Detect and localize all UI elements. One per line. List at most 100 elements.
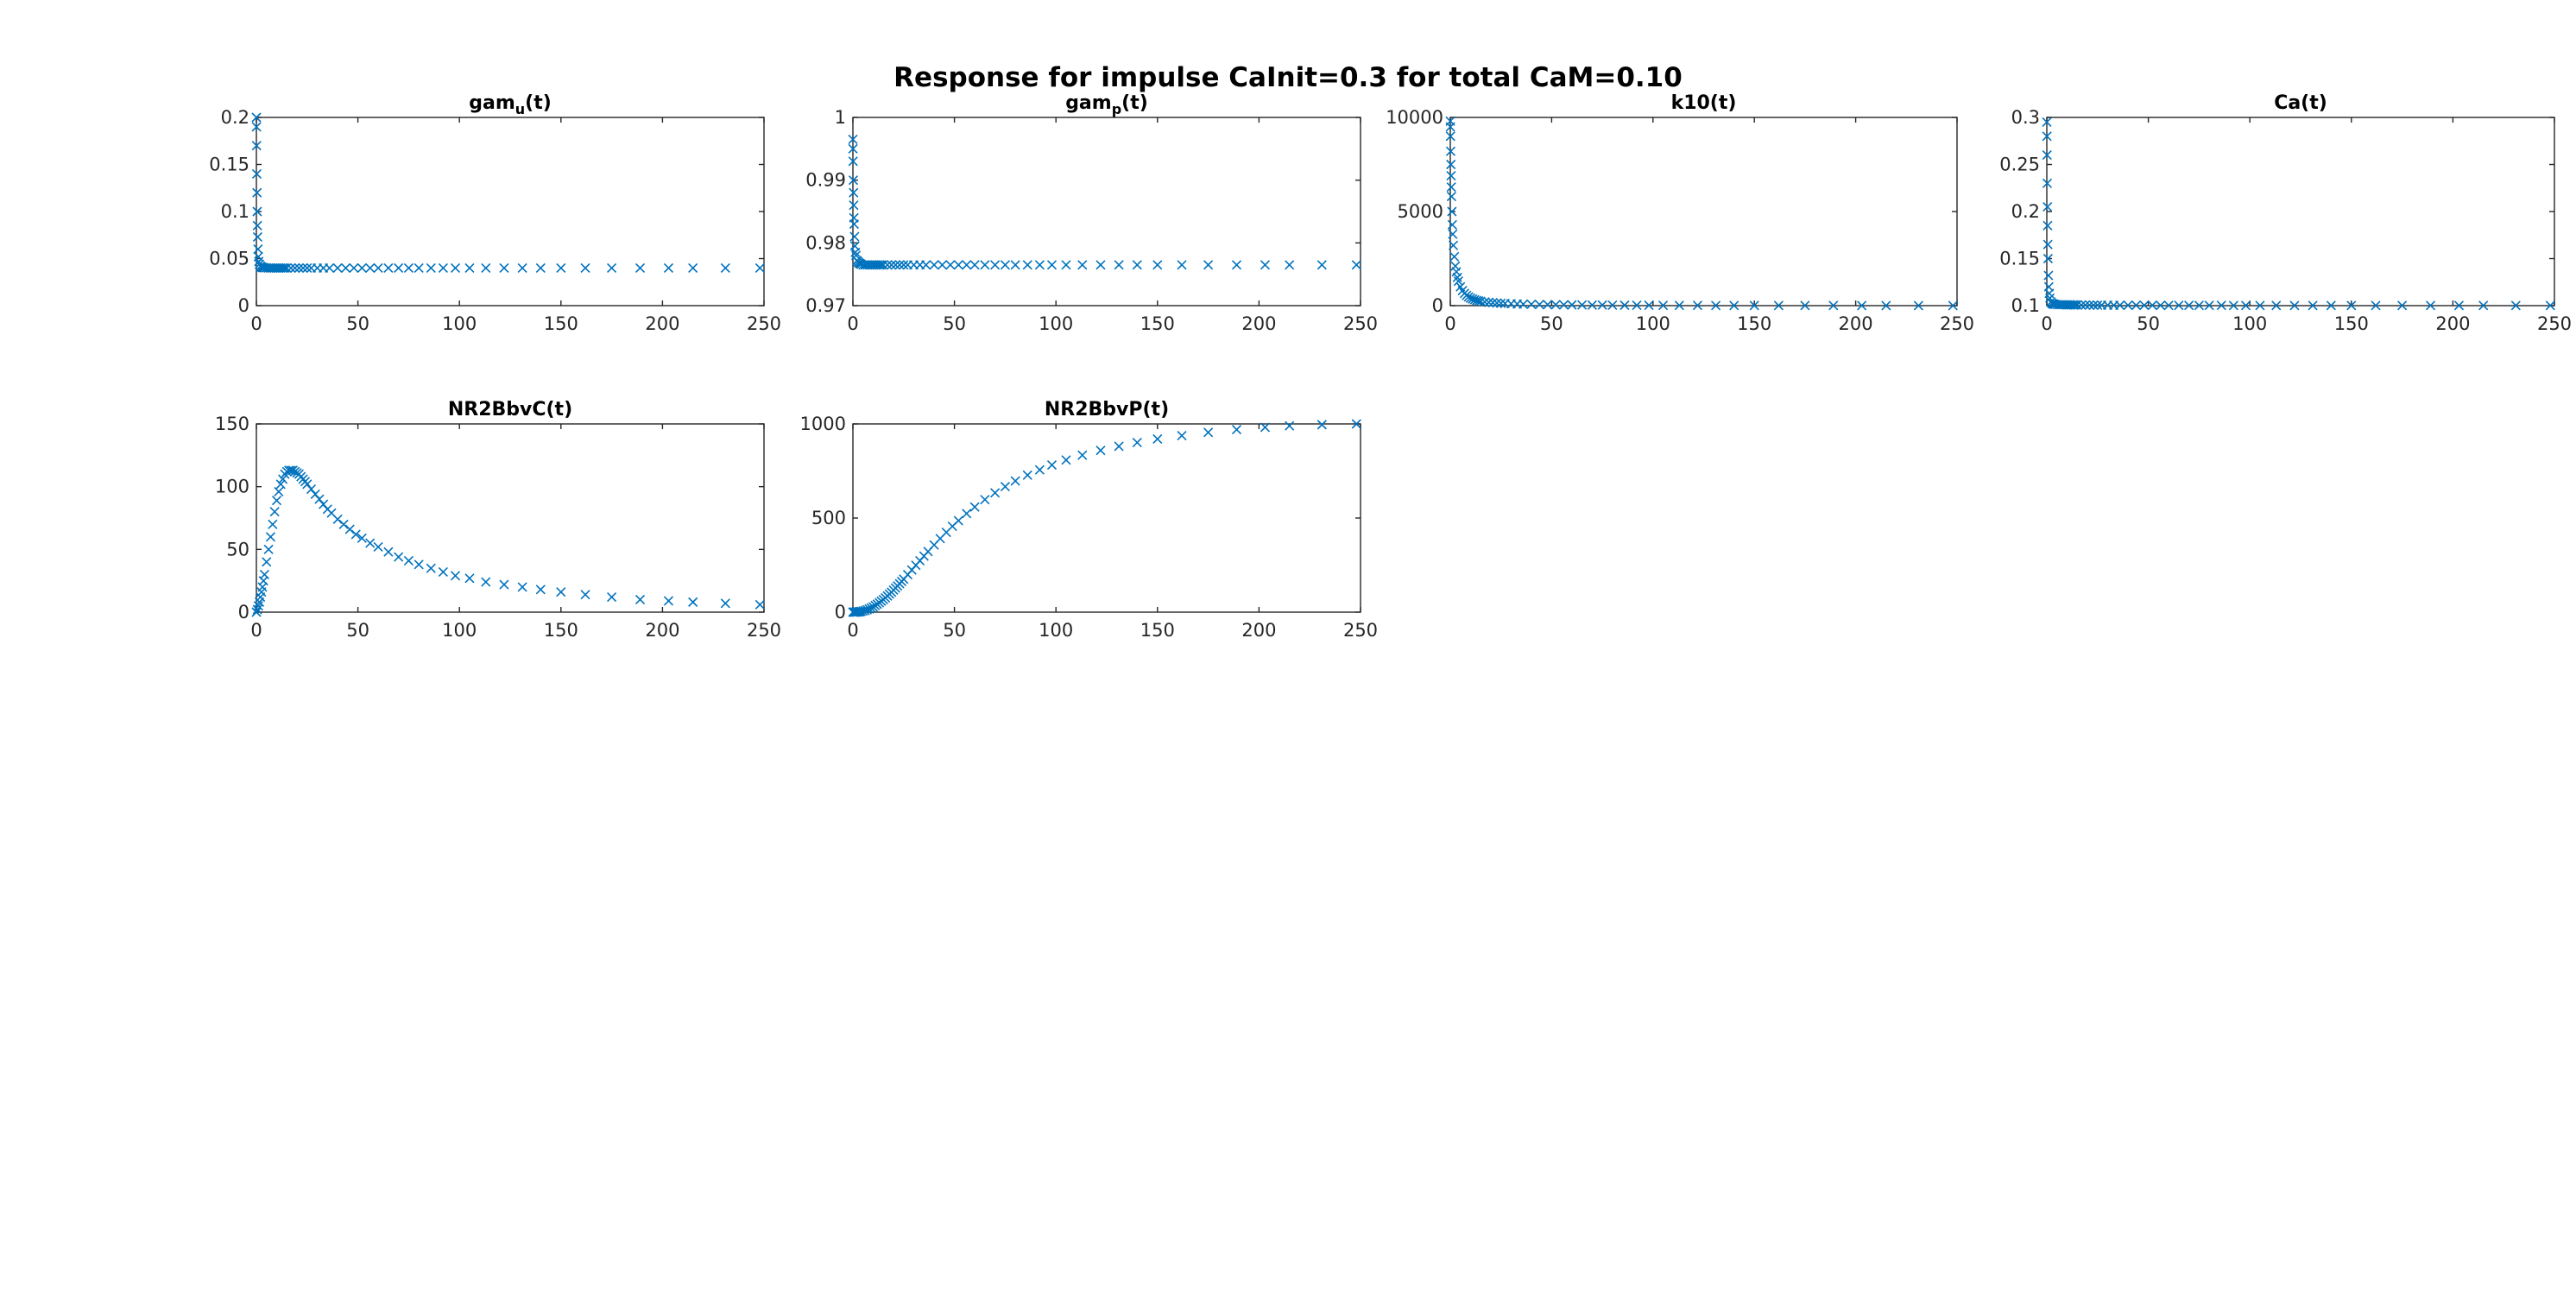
data-point <box>344 524 355 534</box>
data-point <box>1558 300 1569 310</box>
data-point <box>1000 482 1010 492</box>
data-point <box>848 134 858 144</box>
data-point <box>251 607 262 617</box>
data-point <box>1095 446 1106 456</box>
subplot-title: Ca(t) <box>2274 92 2327 114</box>
data-point <box>252 220 262 231</box>
data-point <box>945 260 956 270</box>
data-point <box>962 509 972 519</box>
data-point <box>1034 260 1045 270</box>
data-point <box>1061 260 1071 270</box>
x-tick-label: 200 <box>1241 313 1276 334</box>
x-tick-label: 100 <box>1039 313 1073 334</box>
data-point <box>1203 427 1214 438</box>
data-point <box>286 262 296 273</box>
data-point <box>1692 300 1703 311</box>
y-tick-label: 0.1 <box>2011 295 2040 316</box>
data-point <box>1152 260 1163 270</box>
data-point <box>962 260 972 270</box>
data-point <box>969 502 980 512</box>
axes-box <box>2046 117 2555 307</box>
data-point <box>1480 297 1490 307</box>
data-point <box>414 262 424 273</box>
subplot-title: NR2BbvC(t) <box>448 399 572 420</box>
data-point <box>517 262 527 273</box>
data-point <box>1657 300 1669 311</box>
data-point <box>365 262 376 273</box>
data-point <box>1077 450 1088 460</box>
data-point <box>720 262 730 273</box>
data-point <box>1260 422 1271 433</box>
data-point <box>848 143 858 154</box>
data-point <box>2478 300 2489 311</box>
data-point <box>2194 300 2204 311</box>
y-tick-label: 0 <box>1432 295 1443 316</box>
data-point <box>1449 251 1460 262</box>
data-point <box>2228 300 2238 311</box>
x-tick-label: 150 <box>1140 313 1175 334</box>
x-tick-label: 100 <box>1039 620 1073 641</box>
data-point <box>1316 420 1327 430</box>
data-point <box>1857 300 1867 311</box>
data-point <box>1674 300 1684 311</box>
subplot-4: 0 50 100 150 200 250 0.1 0.15 0.2 0.25 0.3 Ca(t) <box>1999 92 2572 334</box>
data-point <box>1132 260 1142 270</box>
data-point <box>2131 300 2142 311</box>
data-point <box>1260 260 1271 270</box>
data-point <box>338 519 349 529</box>
data-point <box>556 262 566 273</box>
data-point <box>350 529 361 540</box>
data-point <box>281 262 292 273</box>
y-tick-label: 0.99 <box>805 170 846 191</box>
data-point <box>969 260 980 270</box>
data-point <box>2453 300 2465 311</box>
data-point <box>1447 219 1457 230</box>
data-point <box>1534 300 1544 310</box>
data-point <box>990 260 1001 270</box>
data-point <box>438 566 448 578</box>
data-point <box>340 262 351 273</box>
data-point <box>1351 419 1361 429</box>
data-point <box>1022 470 1032 480</box>
y-tick-label: 0.2 <box>221 107 249 128</box>
data-point <box>2371 300 2381 311</box>
data-point <box>262 557 272 567</box>
data-point <box>2042 178 2053 188</box>
data-point <box>1445 146 1456 156</box>
x-tick-label: 0 <box>2041 313 2052 334</box>
data-point <box>1046 459 1058 471</box>
data-point <box>754 262 765 273</box>
subplot-3: 0 50 100 150 200 250 0 5000 10000 k10(t) <box>1386 92 1974 334</box>
data-point <box>2042 117 2052 128</box>
data-point <box>1577 300 1588 310</box>
data-point <box>1000 260 1010 270</box>
x-tick-label: 150 <box>1140 620 1175 641</box>
subplot-1: 0 50 100 150 200 250 0 0.05 0.1 0.15 0.2 gamu(t) <box>209 92 781 334</box>
data-point <box>499 579 509 590</box>
data-point <box>849 231 860 242</box>
data-point <box>1203 260 1214 270</box>
data-point <box>953 260 963 270</box>
data-point <box>607 262 617 273</box>
data-point <box>2072 300 2082 310</box>
data-point <box>1177 260 1187 270</box>
data-point <box>1607 300 1618 310</box>
data-point <box>294 262 304 273</box>
data-point <box>1484 297 1494 307</box>
data-point <box>1749 300 1759 311</box>
data-point <box>2397 300 2408 311</box>
data-point <box>2545 300 2555 311</box>
data-point <box>1351 260 1361 270</box>
x-tick-label: 200 <box>645 313 679 334</box>
data-point <box>394 552 404 562</box>
data-point <box>1446 182 1456 193</box>
data-point <box>1913 300 1923 311</box>
data-point <box>1285 420 1295 431</box>
data-point <box>252 187 262 198</box>
data-point <box>1452 272 1462 282</box>
data-point <box>2080 300 2091 310</box>
data-point <box>464 573 475 584</box>
data-point <box>426 563 436 573</box>
data-point <box>383 547 394 557</box>
data-point <box>269 507 280 517</box>
